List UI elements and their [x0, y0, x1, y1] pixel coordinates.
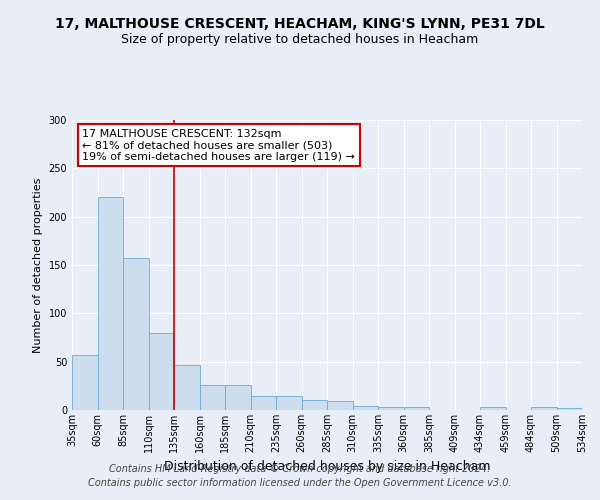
Bar: [557, 408, 582, 410]
Text: Size of property relative to detached houses in Heacham: Size of property relative to detached ho…: [121, 32, 479, 46]
Y-axis label: Number of detached properties: Number of detached properties: [33, 178, 43, 352]
Bar: [531, 407, 557, 410]
Bar: [302, 400, 327, 410]
Bar: [327, 402, 353, 410]
Bar: [199, 385, 225, 410]
Bar: [378, 407, 404, 410]
X-axis label: Distribution of detached houses by size in Heacham: Distribution of detached houses by size …: [164, 460, 490, 473]
Bar: [276, 396, 302, 410]
Bar: [174, 364, 199, 410]
Bar: [404, 407, 429, 410]
Bar: [251, 396, 276, 410]
Text: 17 MALTHOUSE CRESCENT: 132sqm
← 81% of detached houses are smaller (503)
19% of : 17 MALTHOUSE CRESCENT: 132sqm ← 81% of d…: [82, 128, 355, 162]
Bar: [225, 385, 251, 410]
Bar: [353, 406, 378, 410]
Bar: [123, 258, 149, 410]
Bar: [72, 355, 97, 410]
Bar: [97, 198, 123, 410]
Bar: [480, 407, 505, 410]
Text: 17, MALTHOUSE CRESCENT, HEACHAM, KING'S LYNN, PE31 7DL: 17, MALTHOUSE CRESCENT, HEACHAM, KING'S …: [55, 18, 545, 32]
Bar: [149, 332, 174, 410]
Text: Contains HM Land Registry data © Crown copyright and database right 2024.
Contai: Contains HM Land Registry data © Crown c…: [88, 464, 512, 487]
